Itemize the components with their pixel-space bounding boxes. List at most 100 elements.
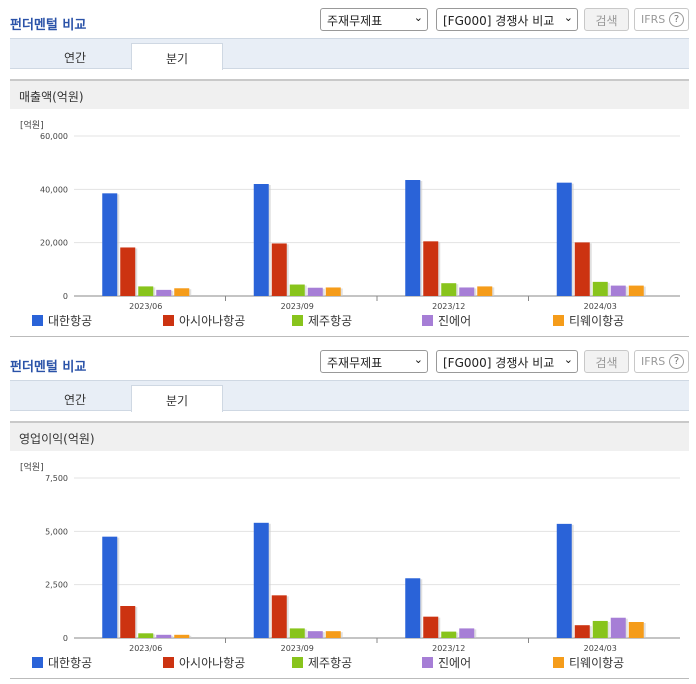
legend-label: 제주항공 xyxy=(308,314,353,328)
legend-swatch xyxy=(32,315,43,326)
panel-title: 펀더멘털 비교 xyxy=(10,18,87,33)
bar xyxy=(574,625,590,638)
bar xyxy=(156,634,172,638)
bar xyxy=(120,606,136,638)
legend-label: 티웨이항공 xyxy=(569,314,625,328)
ifrs-label: IFRS xyxy=(641,355,666,368)
bar xyxy=(325,631,341,638)
bar xyxy=(307,631,323,638)
legend-item[interactable]: 제주항공 xyxy=(292,312,352,329)
bar xyxy=(271,595,287,638)
bar xyxy=(592,620,608,638)
peer-group-select[interactable]: [FG000] 경쟁사 비교 ⌄ xyxy=(436,350,578,373)
legend-item[interactable]: 제주항공 xyxy=(292,654,352,671)
bar xyxy=(423,616,439,638)
search-button[interactable]: 검색 xyxy=(584,8,629,31)
ifrs-button[interactable]: IFRS ? xyxy=(634,350,689,373)
peer-group-value: [FG000] 경쟁사 비교 xyxy=(443,14,555,28)
legend-swatch xyxy=(163,657,174,668)
bar xyxy=(556,182,572,296)
divider xyxy=(10,336,689,337)
bar xyxy=(459,628,475,638)
period-tabs: 연간 분기 xyxy=(10,38,689,70)
statement-type-value: 주재무제표 xyxy=(327,356,383,370)
bar xyxy=(459,287,475,296)
x-tick-label: 2024/03 xyxy=(584,644,617,653)
chart-legend: 대한항공 아시아나항공 제주항공 진에어 티웨이항공 xyxy=(0,654,696,672)
bar-chart: 0 20,000 40,000 60,000 2023/06 2023/09 2023/12… xyxy=(40,132,680,311)
search-button[interactable]: 검색 xyxy=(584,350,629,373)
tab-annual[interactable]: 연간 xyxy=(63,51,87,65)
divider xyxy=(10,678,689,679)
x-tick-label: 2023/06 xyxy=(129,644,162,653)
legend-item[interactable]: 대한항공 xyxy=(32,312,92,329)
legend-item[interactable]: 진에어 xyxy=(422,654,471,671)
fundamental-compare-panel-1: 펀더멘털 비교 주재무제표 ⌄ [FG000] 경쟁사 비교 ⌄ 검색 IFRS… xyxy=(0,8,696,337)
legend-item[interactable]: 아시아나항공 xyxy=(163,654,245,671)
bar xyxy=(174,288,190,296)
tab-quarterly[interactable]: 분기 xyxy=(131,43,223,70)
bar xyxy=(610,285,626,296)
fundamental-compare-panel-2: 펀더멘털 비교 주재무제표 ⌄ [FG000] 경쟁사 비교 ⌄ 검색 IFRS… xyxy=(0,342,696,684)
legend-item[interactable]: 티웨이항공 xyxy=(553,312,624,329)
legend-label: 대한항공 xyxy=(48,656,93,670)
legend-swatch xyxy=(163,315,174,326)
bar xyxy=(628,622,644,638)
y-tick-label: 40,000 xyxy=(40,185,68,194)
bar xyxy=(441,283,457,296)
legend-item[interactable]: 대한항공 xyxy=(32,654,92,671)
y-tick-label: 20,000 xyxy=(40,239,68,248)
bar xyxy=(156,289,172,296)
legend-item[interactable]: 아시아나항공 xyxy=(163,312,245,329)
bar xyxy=(628,285,644,296)
tab-annual[interactable]: 연간 xyxy=(63,393,87,407)
panel-title: 펀더멘털 비교 xyxy=(10,360,87,375)
bar xyxy=(610,617,626,638)
chevron-down-icon: ⌄ xyxy=(563,353,573,366)
ifrs-button[interactable]: IFRS ? xyxy=(634,8,689,31)
chevron-down-icon: ⌄ xyxy=(563,11,573,24)
bar xyxy=(102,536,118,638)
legend-item[interactable]: 티웨이항공 xyxy=(553,654,624,671)
bar xyxy=(289,628,305,638)
legend-swatch xyxy=(553,657,564,668)
y-tick-label: 0 xyxy=(63,292,68,301)
bar xyxy=(138,633,154,638)
y-tick-label: 5,000 xyxy=(45,527,68,536)
bar xyxy=(477,286,493,296)
statement-type-value: 주재무제표 xyxy=(327,14,383,28)
y-tick-label: 60,000 xyxy=(40,132,68,141)
bar xyxy=(120,247,136,296)
help-icon[interactable]: ? xyxy=(669,354,684,369)
x-tick-label: 2023/06 xyxy=(129,302,162,311)
unit-label: [억원] xyxy=(20,121,44,131)
legend-swatch xyxy=(292,657,303,668)
unit-label: [억원] xyxy=(20,463,44,473)
legend-swatch xyxy=(422,657,433,668)
bar xyxy=(102,193,118,296)
bar xyxy=(307,287,323,296)
peer-group-select[interactable]: [FG000] 경쟁사 비교 ⌄ xyxy=(436,8,578,31)
ifrs-label: IFRS xyxy=(641,13,666,26)
legend-label: 아시아나항공 xyxy=(179,314,246,328)
bar xyxy=(574,242,590,296)
chart-title: 영업이익(억원) xyxy=(10,421,689,451)
help-icon[interactable]: ? xyxy=(669,12,684,27)
chart-title: 매출액(억원) xyxy=(10,79,689,109)
y-tick-label: 7,500 xyxy=(45,474,68,483)
statement-type-select[interactable]: 주재무제표 ⌄ xyxy=(320,350,428,373)
tab-quarterly[interactable]: 분기 xyxy=(131,385,223,412)
y-tick-label: 0 xyxy=(63,634,68,643)
legend-item[interactable]: 진에어 xyxy=(422,312,471,329)
chevron-down-icon: ⌄ xyxy=(413,353,423,366)
legend-label: 제주항공 xyxy=(308,656,353,670)
chart-legend: 대한항공 아시아나항공 제주항공 진에어 티웨이항공 xyxy=(0,312,696,330)
legend-swatch xyxy=(32,657,43,668)
statement-type-select[interactable]: 주재무제표 ⌄ xyxy=(320,8,428,31)
chevron-down-icon: ⌄ xyxy=(413,11,423,24)
bar xyxy=(556,523,572,638)
bar xyxy=(289,284,305,296)
period-tabs: 연간 분기 xyxy=(10,380,689,412)
bar xyxy=(405,180,421,296)
bar xyxy=(253,184,269,296)
